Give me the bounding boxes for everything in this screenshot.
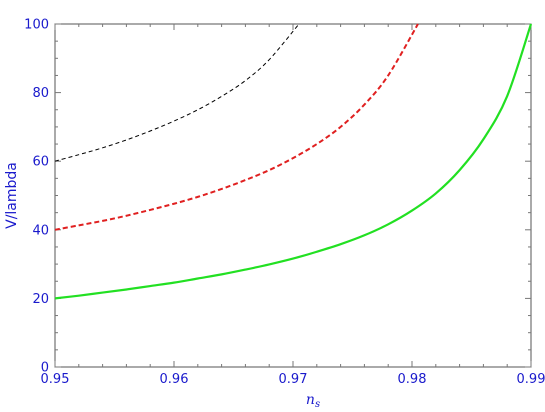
tick-labels: 0.95 0.96 0.97 0.98 0.99 0 20 40 60 80 100 — [24, 18, 545, 388]
series-line-2 — [54, 23, 419, 231]
series-line-1 — [54, 23, 300, 162]
x-tick-label: 0.95 — [41, 372, 70, 387]
x-tick-label: 0.96 — [160, 372, 189, 387]
x-tick-label: 0.99 — [517, 372, 545, 387]
y-tick-label: 80 — [32, 86, 49, 101]
y-tick-label: 60 — [32, 155, 49, 170]
x-axis-label: ns — [306, 392, 320, 410]
axis-ticks — [54, 23, 532, 368]
series-layer — [54, 23, 533, 300]
plot-border — [54, 23, 532, 368]
series-line-3 — [54, 23, 533, 300]
x-axis-label-main: n — [306, 392, 315, 408]
y-tick-label: 0 — [41, 361, 49, 376]
x-tick-label: 0.98 — [398, 372, 427, 387]
x-axis-label-subscript: s — [315, 399, 320, 410]
y-tick-label: 40 — [32, 223, 49, 238]
y-axis-label: V/lambda — [4, 162, 20, 229]
y-tick-label: 100 — [24, 18, 49, 33]
plot-frame — [54, 23, 532, 368]
y-tick-label: 20 — [32, 292, 49, 307]
x-tick-label: 0.97 — [279, 372, 308, 387]
